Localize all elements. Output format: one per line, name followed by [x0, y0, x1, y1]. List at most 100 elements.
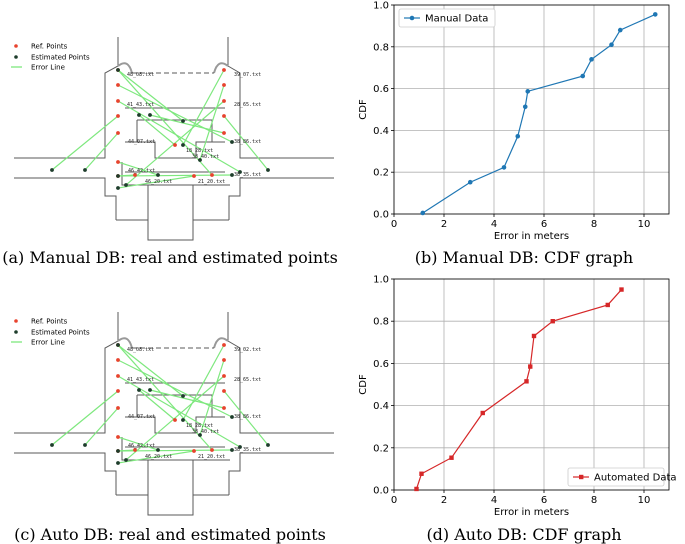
- ref-point: [116, 389, 120, 393]
- point-label: 39_07.txt: [234, 72, 261, 78]
- ref-point: [173, 143, 177, 147]
- ref-point: [116, 83, 120, 87]
- caption-c: (c) Auto DB: real and estimated points: [14, 525, 326, 544]
- wall-outer-right-top: [227, 312, 334, 434]
- estimated-point: [116, 461, 120, 465]
- x-tick-label: 4: [491, 219, 497, 230]
- error-line: [223, 115, 269, 171]
- point-label: 48_08.txt: [127, 72, 154, 78]
- y-tick-label: 0.4: [373, 126, 389, 137]
- door-arc-left: [117, 337, 133, 349]
- x-tick-label: 6: [541, 219, 547, 230]
- legend-label: Automated Data: [594, 473, 677, 484]
- error-line: [51, 390, 119, 446]
- estimated-point: [116, 186, 120, 190]
- y-tick-label: 0.2: [373, 443, 389, 454]
- axes-frame: [393, 278, 670, 491]
- point-label: 46_20.txt: [145, 179, 172, 185]
- wall-inner-6: [147, 460, 194, 516]
- estimated-point: [116, 449, 120, 453]
- estimated-point: [266, 443, 270, 447]
- legend-box: [398, 8, 496, 28]
- series-line: [422, 13, 656, 214]
- error-line: [117, 161, 159, 176]
- ref-point: [222, 374, 226, 378]
- legend-marker: [409, 15, 415, 21]
- estimated-point: [137, 113, 141, 117]
- data-point: [449, 455, 454, 460]
- error-line: [117, 450, 195, 464]
- map-panel-auto: Ref. Points Estimated Points Error Line 48_…: [11, 312, 334, 516]
- axes-frame: [393, 4, 670, 215]
- caption-a: (a) Manual DB: real and estimated points: [2, 248, 338, 267]
- data-point: [524, 379, 529, 384]
- x-tick-label: 8: [591, 495, 597, 506]
- y-tick-label: 0.8: [373, 317, 389, 328]
- ref-point: [133, 448, 137, 452]
- error-line: [84, 407, 119, 446]
- ref-point: [133, 173, 137, 177]
- point-label: 46_20.txt: [145, 454, 172, 460]
- point-label: 21_20.txt: [198, 454, 225, 460]
- point-label: 28_65.txt: [234, 102, 261, 108]
- x-tick-label: 4: [491, 495, 497, 506]
- ref-point: [192, 174, 196, 178]
- wall-outer-left-bottom: [14, 452, 117, 495]
- legend-marker: [579, 474, 584, 480]
- legend-ref-marker: [14, 44, 18, 48]
- estimated-point: [83, 168, 87, 172]
- error-line: [117, 84, 233, 143]
- legend-ref-marker: [14, 319, 18, 323]
- point-label: 38_35.txt: [234, 447, 261, 453]
- ref-point: [192, 449, 196, 453]
- point-label: 18_28.txt: [186, 423, 213, 429]
- estimated-point: [266, 168, 270, 172]
- estimated-point: [116, 343, 120, 347]
- data-point: [528, 364, 533, 369]
- legend-est-label: Estimated Points: [31, 54, 90, 62]
- estimated-point: [181, 394, 185, 398]
- legend-ref-label: Ref. Points: [31, 43, 68, 51]
- ref-point: [173, 418, 177, 422]
- ref-point: [222, 99, 226, 103]
- data-point: [501, 165, 507, 170]
- point-label: 46_42.txt: [128, 168, 155, 174]
- ref-point: [116, 160, 120, 164]
- point-label: 18_28.txt: [186, 148, 213, 154]
- door-arc-right: [213, 62, 229, 74]
- caption-b: (b) Manual DB: CDF graph: [415, 248, 633, 267]
- estimated-point: [181, 143, 185, 147]
- legend-box: [567, 467, 665, 487]
- wall-outer-right-bottom: [228, 452, 334, 495]
- x-axis-label: Error in meters: [494, 507, 569, 518]
- error-line: [117, 175, 195, 189]
- x-tick-label: 0: [391, 495, 397, 506]
- ref-point: [222, 131, 226, 135]
- ref-point: [222, 68, 226, 72]
- error-line: [84, 132, 119, 171]
- point-label: 44_07.txt: [128, 414, 155, 420]
- estimated-point: [198, 433, 202, 437]
- estimated-point: [198, 158, 202, 162]
- estimated-point: [230, 140, 234, 144]
- estimated-point: [124, 183, 128, 187]
- ref-point: [210, 448, 214, 452]
- estimated-point: [238, 170, 242, 174]
- legend-est-marker: [14, 55, 18, 59]
- data-point: [414, 486, 419, 492]
- ref-point: [210, 173, 214, 177]
- ref-point: [116, 99, 120, 103]
- data-point: [617, 27, 623, 33]
- y-tick-label: 1.0: [373, 1, 389, 12]
- point-label: 38_40.txt: [192, 429, 219, 435]
- point-label: 46_42.txt: [128, 443, 155, 449]
- y-tick-label: 0.4: [373, 401, 389, 412]
- y-tick-label: 0.0: [373, 486, 389, 497]
- estimated-point: [230, 173, 234, 177]
- wall-inner-5: [121, 162, 230, 186]
- legend-line-label: Error Line: [31, 339, 65, 347]
- x-tick-label: 2: [441, 495, 447, 506]
- x-axis-label: Error in meters: [494, 231, 569, 242]
- y-tick-label: 1.0: [373, 275, 389, 286]
